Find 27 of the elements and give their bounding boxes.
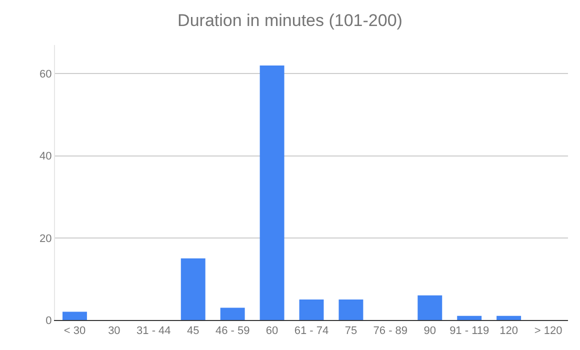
x-tick-label: 120 xyxy=(500,325,518,338)
bar xyxy=(260,66,284,320)
bar xyxy=(180,258,206,320)
y-tick-label: 40 xyxy=(40,150,52,163)
x-tick-label: > 120 xyxy=(534,325,562,338)
x-tick-label: 76 - 89 xyxy=(373,325,408,338)
x-tick-label: 60 xyxy=(266,325,278,338)
y-tick-label: 0 xyxy=(46,314,52,327)
bar xyxy=(418,295,442,320)
x-tick-label: 90 xyxy=(424,325,436,338)
y-tick-label: 60 xyxy=(40,68,52,81)
bar xyxy=(220,308,245,320)
chart-title: Duration in minutes (101-200) xyxy=(178,10,402,30)
bar xyxy=(457,316,482,320)
x-tick-label: 45 xyxy=(186,325,200,338)
x-tick-label: 46 - 59 xyxy=(215,325,250,338)
bar xyxy=(338,299,364,320)
bar xyxy=(496,316,522,320)
bar xyxy=(299,299,324,320)
x-tick-label: 91 - 119 xyxy=(450,325,490,338)
x-tick-label: < 30 xyxy=(64,325,86,338)
x-tick-label: 75 xyxy=(344,325,358,338)
x-tick-label: 31 - 44 xyxy=(136,325,171,338)
x-tick-label: 30 xyxy=(108,325,120,338)
y-tick-label: 20 xyxy=(40,232,52,245)
bar xyxy=(62,312,87,320)
x-tick-label: 61 - 74 xyxy=(294,325,329,338)
